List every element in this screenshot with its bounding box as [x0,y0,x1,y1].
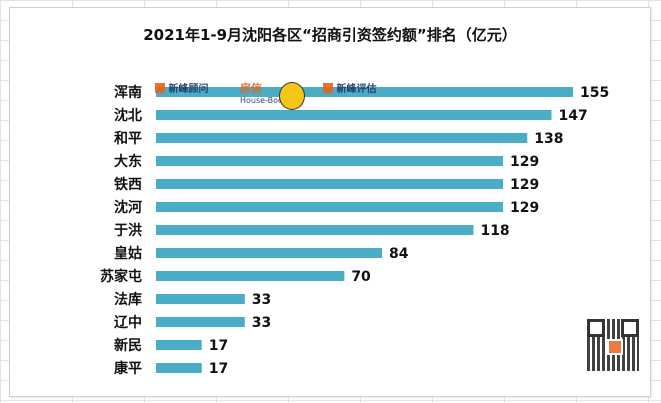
bar [156,202,504,212]
category-label: 皇姑 [114,245,142,262]
category-label: 大东 [114,153,142,170]
bar [156,225,474,235]
data-label: 129 [510,154,539,170]
category-label: 沈北 [114,107,142,124]
chart-title: 2021年1-9月沈阳各区“招商引资签约额”排名（亿元） [143,26,517,44]
watermark-logo-right: 新峰评估 [323,80,403,110]
category-label: 于洪 [114,222,142,239]
logo-square-icon [323,82,333,93]
watermark-logo-mid: 房信 House-Book [240,80,300,110]
watermark-text-mid: 房信 [240,82,262,95]
qr-code-icon [587,319,639,371]
category-label: 辽中 [114,314,142,331]
watermark-logo-left: 新峰顾问 [155,80,233,110]
qr-center-logo-icon [607,339,623,355]
bar [156,87,573,97]
data-label: 138 [534,131,563,147]
category-label: 沈河 [114,199,142,216]
bar [156,179,504,189]
bar [156,294,245,304]
bar [156,248,382,258]
logo-square-icon [155,82,165,93]
watermark-text-mid-sub: House-Book [240,96,288,105]
category-label: 康平 [114,360,142,377]
category-label: 法库 [114,291,142,308]
data-label: 84 [389,246,409,262]
bar [156,340,202,350]
bar [156,317,245,327]
bar [156,110,552,120]
data-label: 129 [510,200,539,216]
data-label: 17 [209,361,228,377]
watermark-text-left: 新峰顾问 [168,84,209,95]
watermark-text-right: 新峰评估 [336,84,377,95]
category-label: 和平 [114,131,142,147]
category-label: 浑南 [114,84,142,101]
bar [156,363,202,373]
data-label: 147 [558,108,587,124]
bar [156,271,345,281]
category-label: 苏家屯 [100,268,142,285]
bar [156,133,528,143]
bar [156,156,504,166]
data-label: 129 [510,177,539,193]
data-label: 70 [351,269,371,285]
category-label: 新民 [114,337,142,354]
data-label: 33 [252,315,271,331]
bee-mascot-icon [279,82,305,110]
category-label: 铁西 [114,176,142,193]
data-label: 155 [580,85,609,101]
data-label: 33 [252,292,271,308]
data-label: 17 [209,338,228,354]
data-label: 118 [480,223,509,239]
